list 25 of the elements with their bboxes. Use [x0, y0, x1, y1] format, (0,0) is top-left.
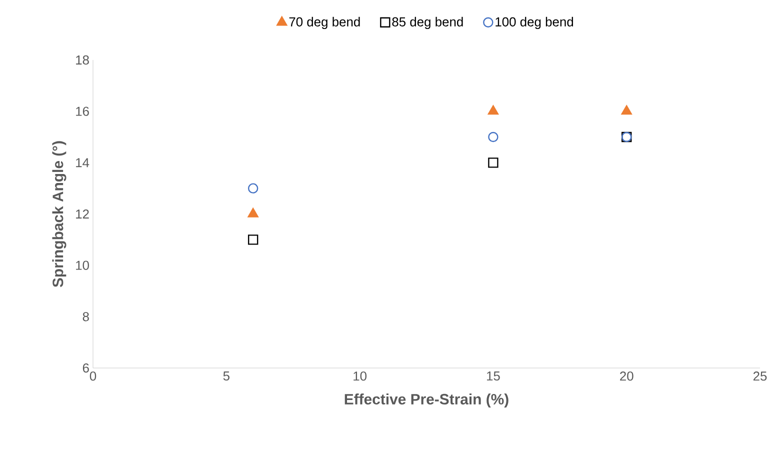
legend-label: 100 deg bend [496, 16, 574, 30]
point [248, 183, 258, 194]
x-axis-title: Effective Pre-Strain (%) [344, 394, 508, 408]
y-tick-label: 10 [76, 260, 89, 270]
legend-label: 70 deg bend [289, 16, 360, 30]
x-tick-label: 0 [90, 372, 96, 381]
point [621, 105, 632, 115]
y-tick-label: 8 [82, 312, 89, 322]
point [248, 208, 258, 218]
y-tick-label: 12 [76, 209, 89, 219]
x-tick-label: 5 [223, 372, 230, 381]
y-tick-label: 14 [76, 158, 90, 168]
y-axis-title: Springback Angle (°) [52, 141, 66, 288]
y-tick-label: 18 [76, 55, 89, 65]
point [488, 132, 498, 142]
legend-label: 85 deg bend [392, 16, 463, 30]
x-tick-label: 15 [486, 372, 500, 381]
point [248, 234, 258, 245]
y-tick-label: 6 [82, 363, 89, 373]
point [488, 158, 498, 168]
x-tick-label: 20 [620, 372, 634, 381]
point [488, 105, 499, 115]
y-tick-label: 16 [76, 106, 89, 116]
x-tick-label: 25 [753, 372, 767, 381]
x-tick-label: 10 [354, 372, 367, 381]
